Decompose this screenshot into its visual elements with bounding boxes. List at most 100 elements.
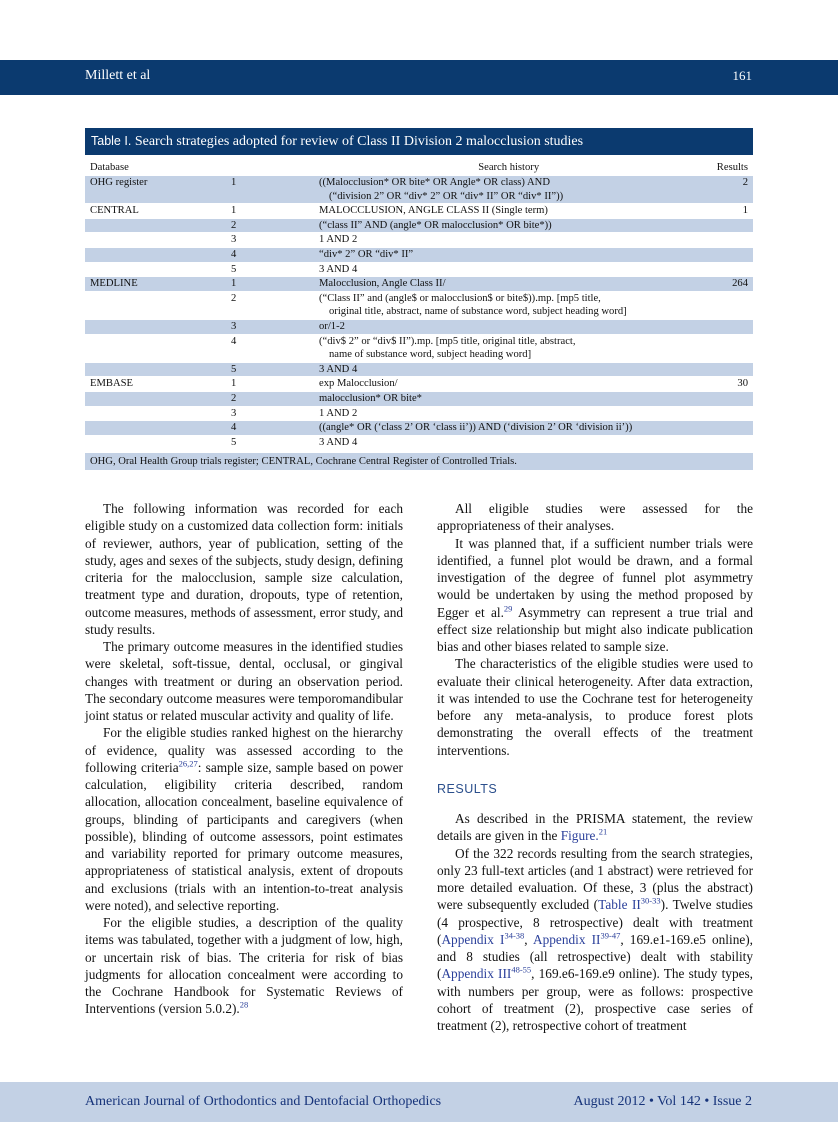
body-paragraph: Of the 322 records resulting from the se… (437, 845, 753, 1035)
database-cell (85, 434, 225, 450)
text-run: , 169.e1-169.e5 online), and 8 studies (… (437, 931, 753, 982)
cross-reference-link[interactable]: Appendix I (441, 931, 505, 947)
step-cell: 4 (225, 333, 314, 363)
body-paragraph: The following information was recorded f… (85, 500, 403, 638)
citation-reference[interactable]: 26,27 (178, 758, 198, 769)
results-cell (703, 333, 753, 363)
running-header-authors: Millett et al (85, 68, 151, 83)
table-row: 4 ((angle* OR (‘class 2’ OR ‘class ii’)) … (85, 420, 753, 436)
results-cell (703, 217, 753, 233)
text-run: , 169.e6-169.e9 online). The study types… (437, 966, 753, 1033)
results-cell: 2 (703, 174, 753, 204)
table-label: Table I. (91, 134, 132, 148)
database-cell: CENTRAL (85, 203, 225, 219)
search-line: original title, abstract, name of substa… (329, 306, 627, 318)
text-run: , (524, 931, 534, 947)
step-cell: 1 (225, 203, 314, 219)
results-cell (703, 405, 753, 421)
running-header: Millett et al 161 (0, 60, 838, 95)
citation-reference[interactable]: 34-38 (504, 930, 525, 941)
table-row: 2 (“class II” AND (angle* OR malocclusion… (85, 217, 753, 233)
search-history-cell: exp Malocclusion/ (314, 376, 704, 392)
search-line: MALOCCLUSION, ANGLE CLASS II (Single ter… (319, 205, 548, 217)
body-paragraph: As described in the PRISMA statement, th… (437, 810, 753, 845)
cross-reference-link[interactable]: Table II (598, 897, 641, 913)
step-cell: 3 (225, 318, 314, 335)
search-line: malocclusion* OR bite* (319, 392, 422, 404)
search-history-cell: (“Class II” and (angle$ or malocclusion$… (314, 290, 704, 320)
results-cell (703, 361, 753, 377)
step-cell: 1 (225, 276, 314, 292)
search-history-cell: “div* 2” OR “div* II” (314, 246, 704, 263)
search-line: 3 AND 4 (319, 263, 358, 275)
step-cell: 3 (225, 405, 314, 421)
text-run: Of the 322 records resulting from the se… (437, 845, 753, 913)
database-cell (85, 261, 225, 277)
citation-reference[interactable]: 30-33 (640, 895, 661, 906)
step-cell: 5 (225, 261, 314, 277)
citation-reference[interactable]: 21 (598, 826, 608, 837)
database-cell (85, 246, 225, 263)
search-history-cell: ((angle* OR (‘class 2’ OR ‘class ii’)) A… (314, 420, 704, 436)
database-cell: EMBASE (85, 376, 225, 392)
step-cell: 5 (225, 434, 314, 450)
running-footer: American Journal of Orthodontics and Den… (0, 1082, 838, 1122)
table-title: Search strategies adopted for review of … (134, 134, 584, 149)
column-header-database: Database (90, 161, 129, 173)
table-row: 5 3 AND 4 (85, 261, 753, 277)
search-history-cell: 3 AND 4 (314, 434, 704, 450)
table-row: 5 3 AND 4 (85, 434, 753, 450)
step-cell: 1 (225, 376, 314, 392)
column-header-step (225, 159, 314, 176)
results-cell: 264 (703, 276, 753, 292)
citation-reference[interactable]: 29 (503, 603, 513, 614)
cross-reference-link[interactable]: Appendix III (441, 966, 512, 982)
citation-reference[interactable]: 48-55 (511, 964, 532, 975)
search-line: 3 AND 4 (319, 363, 358, 375)
text-run: As described in the PRISMA statement, th… (437, 811, 753, 844)
search-line: name of substance word, subject heading … (329, 349, 532, 361)
search-line: 1 AND 2 (319, 234, 358, 246)
body-paragraph: For the eligible studies ranked highest … (85, 724, 403, 914)
table-footnote: OHG, Oral Health Group trials register; … (85, 453, 753, 471)
step-cell: 1 (225, 174, 314, 204)
database-cell (85, 290, 225, 320)
results-cell (703, 232, 753, 248)
search-line: ((Malocclusion* OR bite* OR Angle* OR cl… (319, 177, 550, 188)
journal-name: American Journal of Orthodontics and Den… (85, 1094, 442, 1109)
cross-reference-link[interactable]: Figure. (560, 828, 599, 844)
citation-reference[interactable]: 28 (239, 999, 249, 1010)
results-cell: 1 (703, 203, 753, 219)
search-line: “div* 2” OR “div* II” (319, 248, 414, 260)
text-run: The following information was recorded f… (85, 501, 403, 637)
search-line: Malocclusion, Angle Class II/ (319, 278, 446, 290)
issue-info: August 2012 • Vol 142 • Issue 2 (573, 1094, 752, 1109)
step-cell: 4 (225, 246, 314, 263)
body-paragraph: It was planned that, if a sufficient num… (437, 535, 753, 656)
text-run: All eligible studies were assessed for t… (437, 501, 753, 534)
database-cell (85, 333, 225, 363)
search-line: (“division 2” OR “div* 2” OR “div* II” O… (329, 190, 564, 202)
search-history-cell: MALOCCLUSION, ANGLE CLASS II (Single ter… (314, 203, 704, 219)
results-cell: 30 (703, 376, 753, 392)
results-cell (703, 390, 753, 406)
text-run: For the eligible studies ranked highest … (85, 725, 403, 775)
table-row: 4 (“div$ 2” or “div$ II”).mp. [mp5 title,… (85, 333, 753, 363)
table-row: 4 “div* 2” OR “div* II” (85, 246, 753, 263)
table-caption: Table I. Search strategies adopted for r… (85, 128, 753, 155)
search-history-cell: or/1-2 (314, 318, 704, 335)
step-cell: 5 (225, 361, 314, 377)
table-row: 3 or/1-2 (85, 318, 753, 335)
citation-reference[interactable]: 39-47 (600, 930, 621, 941)
results-cell (703, 261, 753, 277)
text-run: The primary outcome measures in the iden… (85, 639, 403, 723)
search-history-cell: 3 AND 4 (314, 261, 704, 277)
results-cell (703, 318, 753, 335)
table-row: 5 3 AND 4 (85, 361, 753, 377)
search-history-cell: (“div$ 2” or “div$ II”).mp. [mp5 title, … (314, 333, 704, 363)
results-cell (703, 420, 753, 436)
cross-reference-link[interactable]: Appendix II (533, 931, 601, 947)
results-cell (703, 434, 753, 450)
database-cell: OHG register (85, 174, 225, 204)
database-cell (85, 217, 225, 233)
